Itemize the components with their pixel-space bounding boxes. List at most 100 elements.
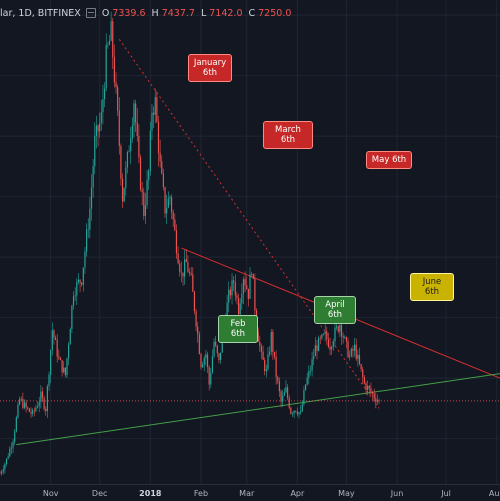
- candle-body: [357, 354, 359, 359]
- candle-body: [28, 408, 31, 412]
- candle-body: [337, 326, 339, 332]
- candle-body: [63, 367, 65, 373]
- high-value: 7437.7: [161, 7, 195, 19]
- candle-body: [87, 229, 89, 231]
- candle-body: [48, 374, 50, 387]
- candle-body: [102, 99, 104, 113]
- candle-body: [76, 281, 78, 296]
- candle-body: [117, 87, 119, 111]
- candle-body: [170, 197, 173, 213]
- candle-body: [254, 278, 256, 311]
- candle-body: [286, 387, 289, 398]
- candle-body: [50, 350, 52, 375]
- candle-body: [36, 406, 39, 408]
- candle-body: [267, 354, 269, 370]
- candle-body: [362, 369, 364, 378]
- candle-body: [200, 353, 202, 368]
- candle-body: [0, 473, 1, 475]
- candle-body: [308, 370, 310, 378]
- time-axis[interactable]: Nov Dec 2018 Feb Mar Apr May Jun Jul Aug: [0, 484, 500, 501]
- candle-body: [187, 262, 189, 273]
- candle-body: [148, 170, 150, 180]
- candle-body: [314, 345, 316, 357]
- collapse-icon[interactable]: [85, 8, 96, 18]
- candle-body: [319, 337, 321, 339]
- candle-body: [303, 390, 305, 405]
- candle-body: [367, 386, 369, 390]
- candle-body: [327, 339, 330, 347]
- candle-body: [164, 187, 166, 214]
- candle-body: [20, 398, 22, 400]
- candle-body: [38, 402, 40, 407]
- candle-body: [120, 145, 122, 179]
- candle-body: [331, 347, 333, 350]
- low-value: 7142.0: [209, 7, 243, 19]
- candle-body: [71, 305, 73, 330]
- candle-body: [154, 97, 156, 115]
- time-tick-label: Dec: [91, 489, 108, 498]
- time-tick-label: Feb: [193, 489, 209, 498]
- candle-body: [342, 336, 344, 338]
- candle-body: [82, 267, 84, 285]
- candle-body: [321, 334, 323, 339]
- annotation-june-6th[interactable]: June 6th: [410, 273, 454, 301]
- annotation-may-6th[interactable]: May 6th: [366, 151, 412, 169]
- candle-body: [53, 330, 55, 338]
- time-tick-label: Apr: [290, 489, 305, 498]
- candle-body: [59, 358, 62, 360]
- candle-body: [115, 82, 117, 88]
- candle-body: [138, 135, 140, 158]
- time-tick-label: May: [338, 489, 355, 498]
- candle-body: [226, 302, 228, 322]
- candle-body: [336, 326, 338, 328]
- candle-body: [90, 187, 93, 209]
- candle-body: [174, 219, 176, 231]
- candle-body: [298, 412, 300, 415]
- candle-body: [54, 337, 57, 340]
- candle-body: [135, 103, 137, 123]
- candle-body: [349, 356, 351, 358]
- candle-body: [332, 341, 334, 348]
- candle-body: [275, 356, 277, 378]
- candle-body: [195, 311, 197, 327]
- open-key: O: [101, 7, 110, 19]
- candle-body: [23, 402, 26, 408]
- candle-body: [213, 341, 215, 357]
- candle-body: [193, 291, 196, 312]
- candle-body: [33, 410, 35, 411]
- candle-body: [123, 187, 125, 202]
- candle-body: [236, 295, 238, 299]
- candle-body: [270, 331, 272, 352]
- annotation-march-6th[interactable]: March 6th: [263, 121, 313, 149]
- candle-body: [108, 40, 111, 45]
- candle-body: [175, 230, 178, 254]
- trend-lines: [0, 39, 500, 446]
- candle-body: [161, 161, 163, 174]
- candle-body: [125, 167, 127, 188]
- candle-body: [272, 331, 274, 352]
- candle-body: [89, 208, 91, 230]
- candle-body: [72, 296, 75, 306]
- candle-body: [12, 441, 14, 448]
- candle-body: [177, 253, 179, 264]
- candle-body: [249, 274, 251, 299]
- annotation-feb-6th[interactable]: Feb 6th: [218, 315, 258, 343]
- candle-body: [208, 367, 210, 385]
- candle-body: [152, 112, 155, 115]
- candle-body: [252, 273, 254, 279]
- candle-body: [352, 348, 354, 351]
- annotation-january-6th[interactable]: January 6th: [188, 54, 232, 82]
- candle-body: [313, 356, 315, 360]
- annotation-april-6th[interactable]: April 6th: [314, 296, 356, 324]
- candle-body: [234, 282, 236, 296]
- candle-body: [216, 345, 218, 354]
- candle-body: [358, 354, 361, 365]
- candle-body: [257, 331, 259, 342]
- candle-body: [166, 207, 168, 214]
- candle-body: [311, 359, 313, 371]
- candle-body: [169, 197, 171, 199]
- candle-body: [316, 345, 318, 351]
- candle-body: [373, 393, 375, 399]
- candle-body: [291, 413, 294, 415]
